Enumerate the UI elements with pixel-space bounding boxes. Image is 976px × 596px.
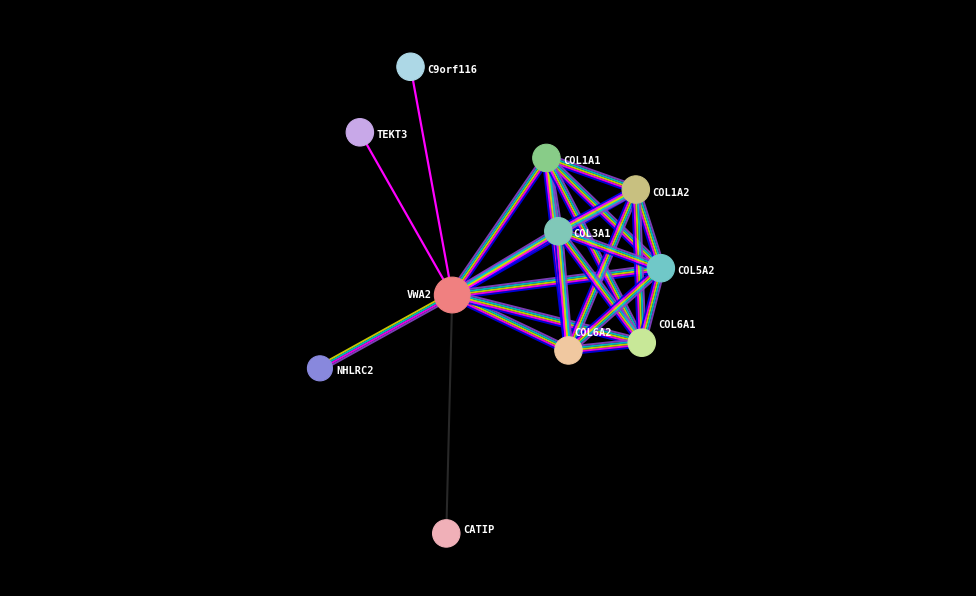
Text: TEKT3: TEKT3 (377, 131, 408, 140)
Circle shape (432, 520, 460, 547)
Text: C9orf116: C9orf116 (427, 65, 477, 74)
Circle shape (346, 119, 374, 146)
Text: COL5A2: COL5A2 (677, 266, 715, 276)
Text: NHLRC2: NHLRC2 (337, 367, 374, 376)
Text: COL1A1: COL1A1 (563, 156, 600, 166)
Circle shape (622, 176, 649, 203)
Circle shape (647, 254, 674, 282)
Text: COL3A1: COL3A1 (573, 229, 611, 239)
Circle shape (397, 53, 425, 80)
Text: VWA2: VWA2 (406, 290, 431, 300)
Circle shape (307, 356, 333, 381)
Text: CATIP: CATIP (463, 526, 494, 535)
Circle shape (554, 337, 582, 364)
Circle shape (545, 218, 572, 245)
Circle shape (629, 329, 656, 356)
Text: COL6A2: COL6A2 (575, 328, 612, 337)
Text: COL6A1: COL6A1 (659, 320, 696, 330)
Text: COL1A2: COL1A2 (653, 188, 690, 197)
Circle shape (434, 277, 470, 313)
Circle shape (533, 144, 560, 172)
